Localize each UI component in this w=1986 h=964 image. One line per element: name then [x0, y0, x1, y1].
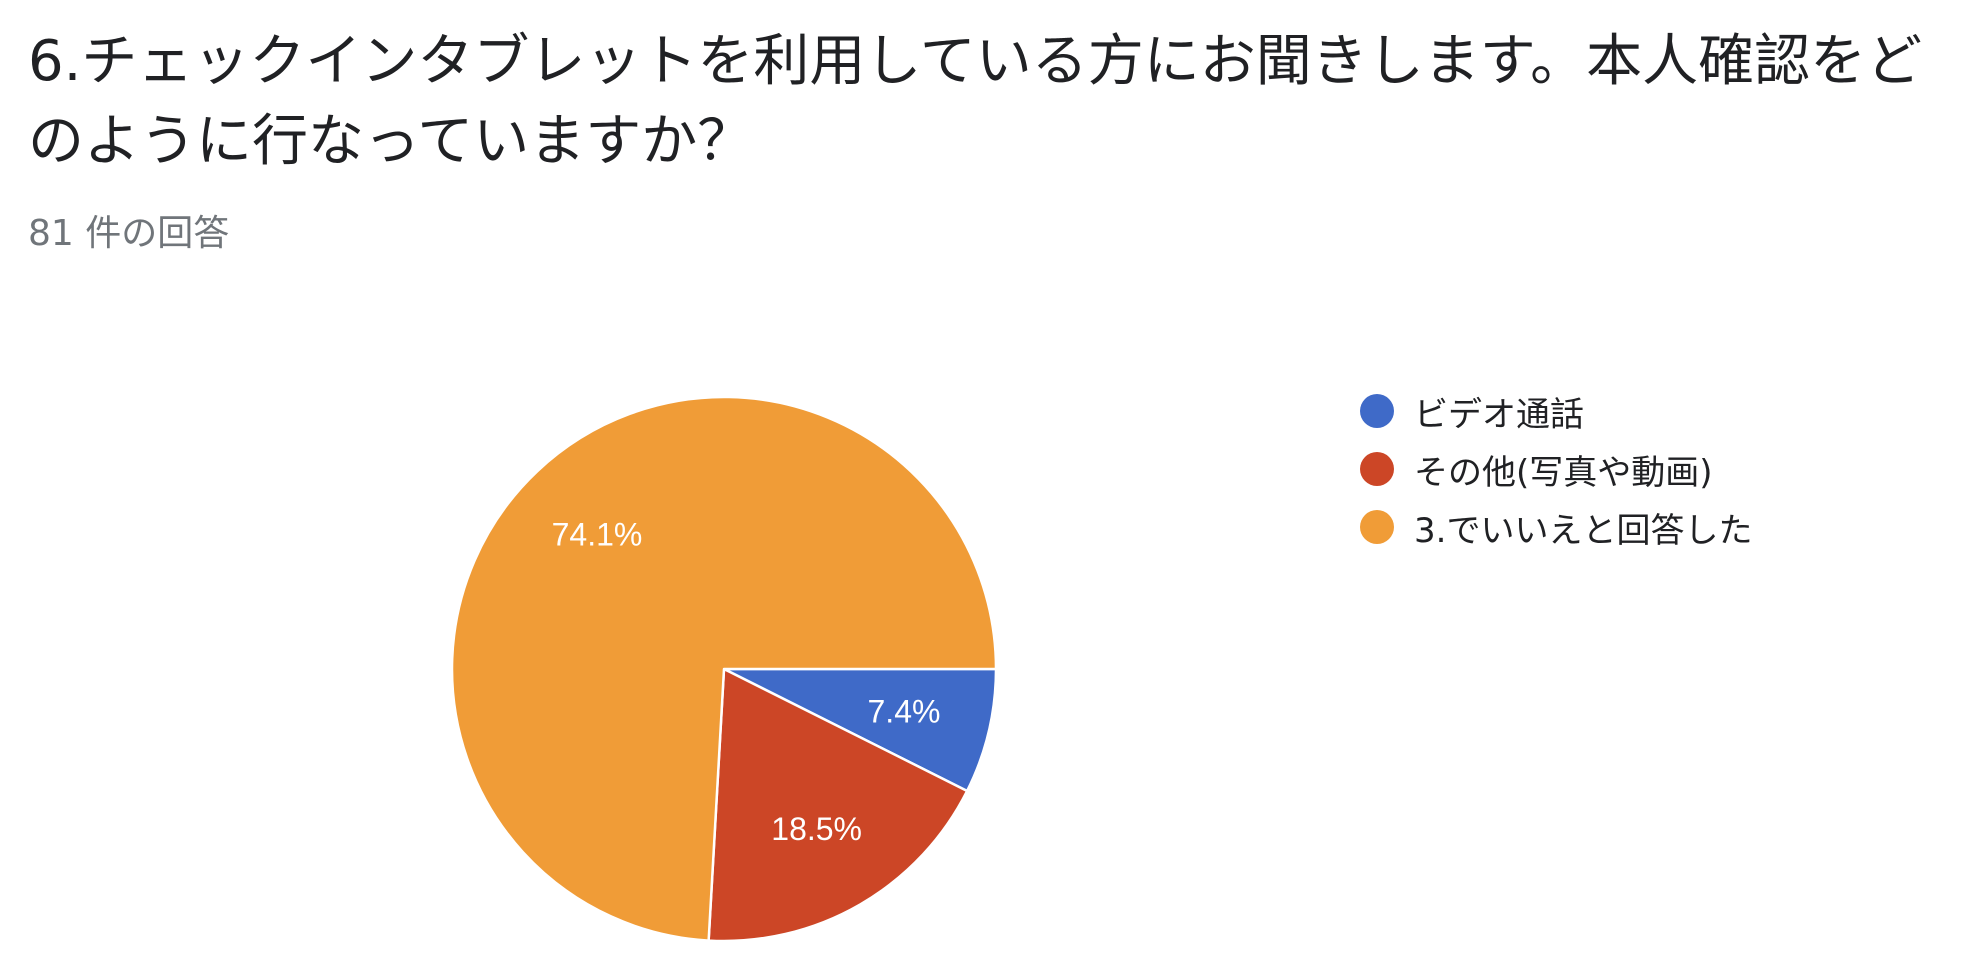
response-count: 81 件の回答 — [28, 213, 230, 254]
pie-label-other: 18.5% — [771, 811, 862, 847]
legend-item-video-call[interactable]: ビデオ通話 — [1360, 382, 1752, 440]
legend-item-answered-no[interactable]: 3.でいいえと回答した — [1360, 498, 1752, 556]
legend-swatch-answered-no — [1360, 510, 1394, 544]
legend-label-other: その他(写真や動画) — [1414, 452, 1713, 493]
pie-labels: 7.4% 18.5% 74.1% — [552, 517, 941, 848]
pie-label-answered-no: 74.1% — [552, 517, 643, 553]
legend-swatch-other — [1360, 452, 1394, 486]
legend-label-video-call: ビデオ通話 — [1414, 394, 1584, 435]
pie-slice-answered-no[interactable] — [450, 395, 998, 942]
legend-label-answered-no: 3.でいいえと回答した — [1414, 510, 1753, 551]
pie-slice-video-call[interactable] — [722, 667, 998, 793]
question-title: 6.チェックインタブレットを利用している方にお聞きします。本人確認をどのように行… — [28, 29, 1923, 174]
chart-legend: ビデオ通話 その他(写真や動画) 3.でいいえと回答した — [1360, 382, 1752, 556]
pie-label-video-call: 7.4% — [868, 694, 941, 730]
legend-swatch-video-call — [1360, 394, 1394, 428]
pie-slice-other[interactable] — [707, 667, 969, 943]
legend-item-other[interactable]: その他(写真や動画) — [1360, 440, 1752, 498]
pie-slices — [450, 395, 998, 943]
